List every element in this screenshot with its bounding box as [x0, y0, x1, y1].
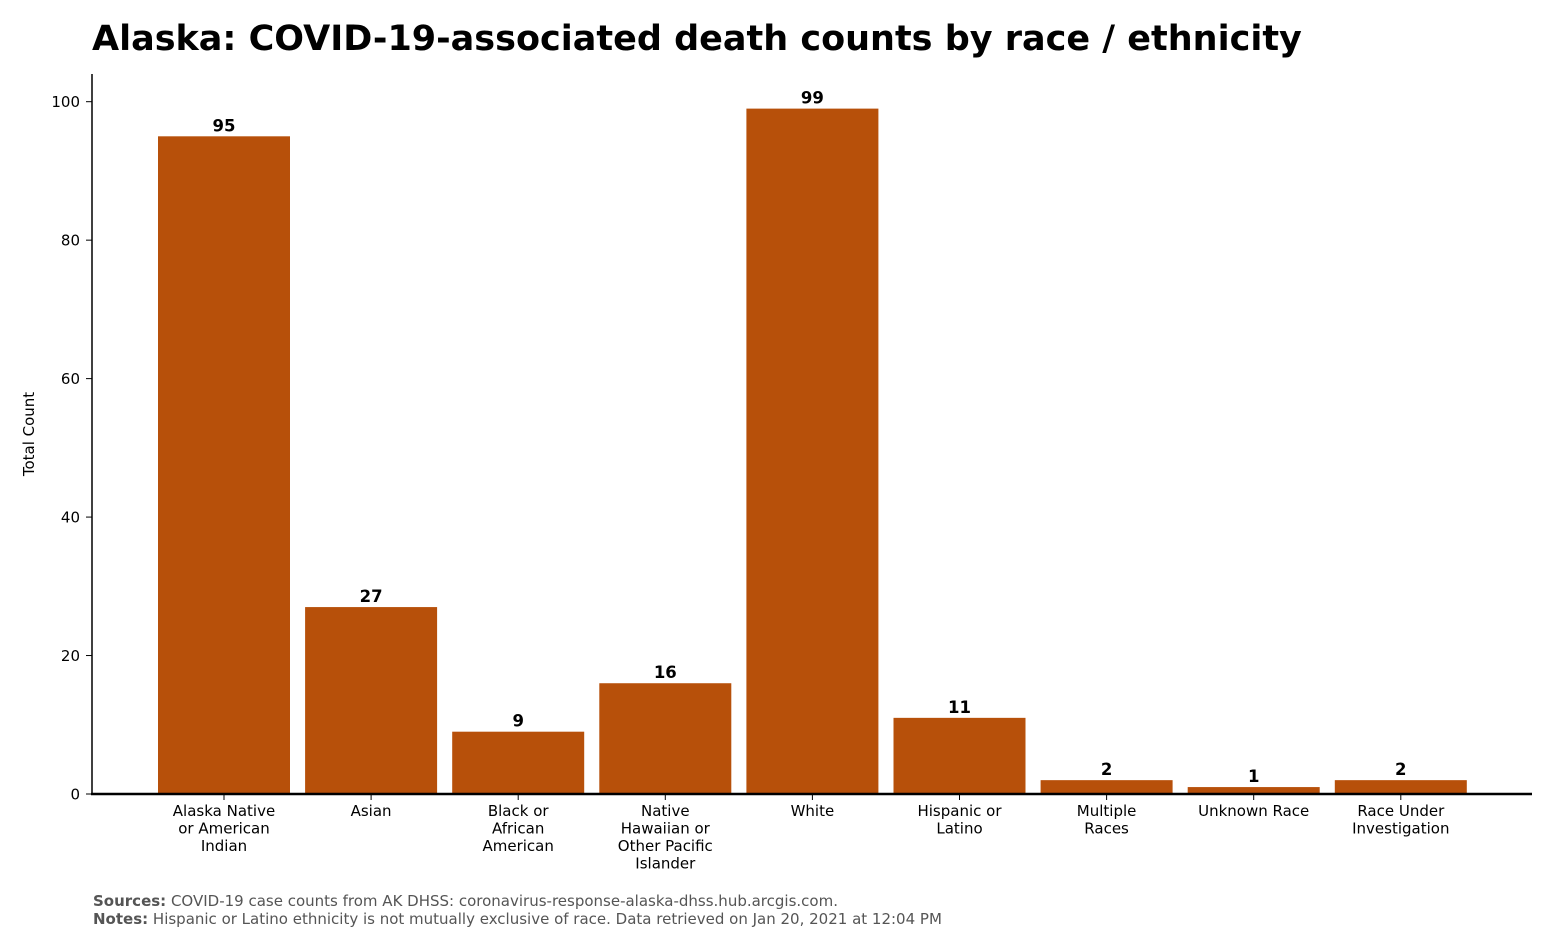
x-tick-label: Multiple Races — [1077, 802, 1137, 838]
sources-text: COVID-19 case counts from AK DHSS: coron… — [166, 892, 838, 910]
data-labels-group: 95 27 9 16 99 11 2 1 2 — [213, 89, 1407, 786]
bar-value-label: 99 — [801, 89, 824, 108]
y-axis-label: Total Count — [20, 392, 38, 477]
bar-value-label: 16 — [654, 663, 677, 682]
x-tick-label: Native Hawaiian or Other Pacific Islander — [618, 802, 713, 873]
x-tick-label: White — [791, 802, 835, 820]
bar — [452, 731, 585, 794]
x-tick-label: Black or African American — [483, 802, 554, 855]
chart-title: Alaska: COVID-19-associated death counts… — [92, 19, 1302, 59]
bar-value-label: 27 — [360, 587, 383, 606]
y-tick-label: 80 — [61, 232, 80, 250]
bar — [1334, 780, 1467, 794]
bar — [305, 607, 438, 794]
y-tick-label: 40 — [61, 509, 80, 527]
x-tick-label: Hispanic or Latino — [917, 802, 1002, 838]
bar — [893, 717, 1026, 794]
x-axis: Alaska Native or American Indian Asian Black… — [91, 792, 1532, 873]
bar-value-label: 95 — [213, 116, 236, 135]
notes-text: Hispanic or Latino ethnicity is not mutu… — [148, 910, 942, 928]
bar — [158, 136, 290, 795]
bar-value-label: 1 — [1248, 767, 1259, 786]
y-tick-label: 0 — [70, 786, 80, 804]
x-tick-label: Unknown Race — [1198, 802, 1309, 820]
bar — [1040, 780, 1173, 794]
bar-value-label: 11 — [948, 698, 971, 717]
bars-group — [158, 108, 1467, 795]
bar-value-label: 9 — [512, 712, 523, 731]
x-tick-label: Asian — [351, 802, 392, 820]
notes-label: Notes: — [93, 910, 149, 928]
bar — [1187, 787, 1320, 794]
y-tick-label: 60 — [61, 370, 80, 388]
bar-value-label: 2 — [1395, 760, 1406, 779]
y-tick-label: 100 — [51, 93, 80, 111]
bar — [746, 108, 879, 795]
sources-label: Sources: — [93, 892, 167, 910]
footer-sources: Sources: COVID-19 case counts from AK DH… — [93, 892, 838, 910]
bar-value-label: 2 — [1101, 760, 1112, 779]
x-tick-label: Alaska Native or American Indian — [173, 802, 275, 855]
bar — [599, 683, 732, 794]
footer-notes: Notes: Hispanic or Latino ethnicity is n… — [93, 910, 942, 928]
x-tick-label: Race Under Investigation — [1352, 802, 1449, 838]
y-axis: 0 20 40 60 80 100 — [51, 74, 93, 804]
y-tick-label: 20 — [61, 647, 80, 665]
